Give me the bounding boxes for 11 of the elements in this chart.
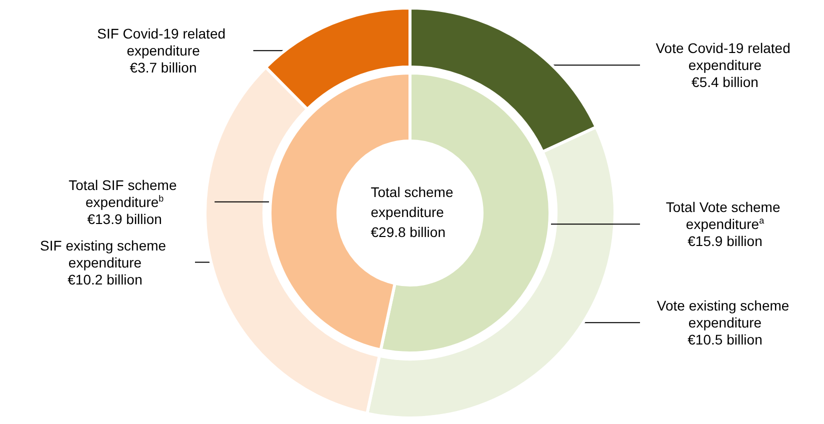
text: Total scheme expenditure €29.8 billion: [370, 184, 454, 240]
data-label: €15.9 billion: [688, 233, 762, 250]
slice-label: SIF existing scheme expenditure: [40, 237, 170, 270]
data-label: €3.7 billion: [130, 60, 197, 76]
data-label: €10.5 billion: [688, 332, 762, 348]
slice-label: Vote existing scheme expenditure: [656, 298, 794, 331]
slice-label: SIF Covid-19 related expenditure: [97, 26, 230, 59]
data-label: €5.4 billion: [692, 74, 758, 90]
slice-label: Vote Covid-19 related expenditure: [656, 40, 794, 74]
data-label: €10.2 billion: [68, 271, 142, 288]
data-label: €13.9 billion: [87, 210, 162, 227]
